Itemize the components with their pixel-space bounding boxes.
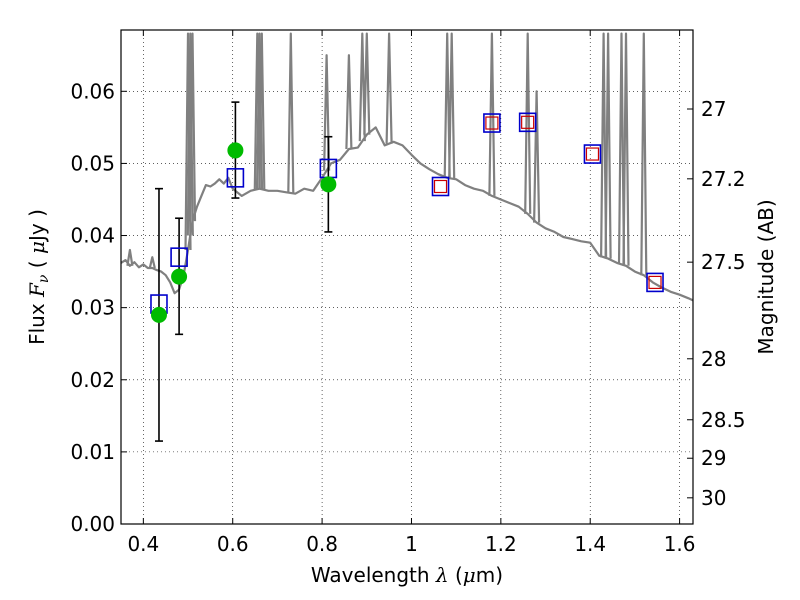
y2-tick-label: 28 [701,347,726,371]
plot-frame [120,29,694,525]
y-axis-label-subscript: ν [36,274,52,283]
y-axis-label: Flux Fν ( μJy ) [25,209,52,345]
y-axis-label-prefix: Flux [25,297,49,345]
model-photometry-inner-square [648,275,662,290]
emission-line [622,32,630,266]
y-tick-label: 0.06 [70,79,115,103]
x-axis-label-unit-rest: m) [476,563,503,587]
x-axis-label-unit-open: ( [449,563,463,587]
emission-line [604,32,612,259]
y-axis-label-symbol: F [25,282,49,298]
y2-tick-label: 27.5 [701,250,746,274]
emission-line [617,32,626,265]
emission-line [600,32,608,258]
x-axis-label: Wavelength λ (μm) [311,563,503,587]
emission-line [148,256,156,269]
emission-line [488,32,496,196]
model-photometry-square [646,272,664,293]
model-photometry-square [583,144,602,164]
x-axis-label-lambda: λ [435,563,449,587]
emission-line [126,248,134,266]
model-photometry-inner-square [521,115,535,129]
emission-line [385,32,393,144]
y-axis-label-mu: μ [25,241,49,254]
emission-line [323,54,331,171]
y2-tick-label: 30 [701,486,726,510]
y-tick-label: 0.03 [70,296,115,320]
y2-tick-label: 27.2 [701,167,746,191]
emission-line [258,32,266,190]
model-photometry-square [431,176,450,197]
model-photometry-square [170,247,188,267]
x-tick-label: 1.6 [664,532,696,556]
x-tick-label: 1.2 [485,532,517,556]
model-photometry-inner-square [485,116,499,130]
x-tick-label: 1 [405,532,418,556]
emission-line [188,32,197,222]
model-photometry-square [518,112,537,133]
model-photometry-inner-square [433,179,448,194]
model-spectrum [120,32,694,302]
emission-line [253,32,261,190]
model-photometry-square [226,168,245,188]
y-tick-label: 0.02 [70,368,115,392]
data-markers [150,112,664,323]
y-tick-label: 0.00 [70,512,115,536]
y2-tick-label: 27 [701,97,726,121]
axis-ticks: 0.4 0.6 0.8 1 1.2 1.4 1.6 0.00 0.01 0.02 0.03 0.04 0… [70,30,746,556]
emission-line [443,32,451,178]
y-axis-label-unit-open: ( [25,254,49,275]
x-tick-label: 0.4 [127,532,159,556]
emission-line [533,90,541,223]
emission-line [640,32,648,276]
y2-tick-label: 28.5 [701,408,746,432]
observed-point [150,306,167,323]
emission-line [287,32,295,194]
y-tick-label: 0.05 [70,151,115,175]
emission-line [186,32,194,236]
y2-tick-label: 29 [701,446,726,470]
model-photometry-square [483,113,501,133]
observed-point [227,142,244,159]
emission-line [363,32,371,135]
y2-axis-label: Magnitude (AB) [754,199,778,354]
observed-point [171,268,188,285]
emission-line [524,32,532,214]
y-tick-label: 0.04 [70,224,115,248]
x-axis-label-prefix: Wavelength [311,563,436,587]
y-tick-label: 0.01 [70,440,115,464]
y-axis-label-unit-rest: Jy ) [25,209,49,243]
x-axis-label-mu: μ [463,563,476,587]
x-tick-label: 1.4 [574,532,606,556]
emission-line [345,54,353,150]
x-tick-label: 0.6 [217,532,249,556]
observed-point [320,176,337,193]
emission-line [448,32,456,179]
x-tick-label: 0.8 [306,532,338,556]
model-photometry-inner-square [585,147,600,161]
